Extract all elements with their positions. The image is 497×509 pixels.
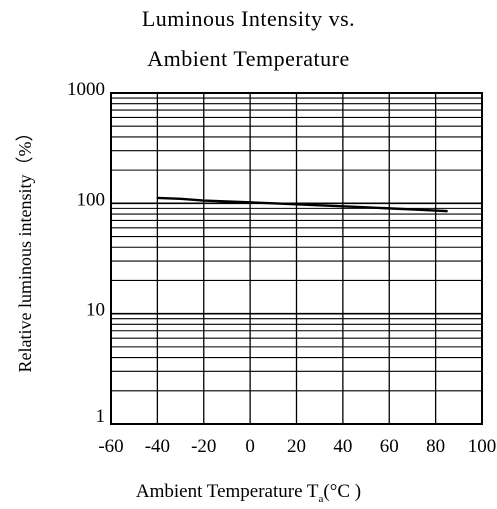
chart-title-line-1: Luminous Intensity vs. — [141, 6, 356, 31]
y-tick-labels: 1 10 100 1000 — [67, 79, 105, 427]
y-tick-label: 1000 — [67, 79, 105, 100]
series-point — [156, 197, 159, 199]
series-point — [249, 201, 251, 204]
x-tick-label: 100 — [468, 436, 497, 457]
x-axis-label-subscript: a — [318, 492, 324, 505]
y-tick-label: 10 — [86, 300, 105, 321]
x-axis-label: Ambient Temperature Ta(°C ) — [0, 481, 497, 505]
y-tick-label: 1 — [96, 406, 106, 427]
series-point — [388, 207, 391, 210]
plot-border — [110, 92, 483, 425]
plot-frame — [110, 92, 483, 425]
series-point — [342, 205, 344, 208]
series-point — [318, 204, 321, 207]
x-tick-label: 80 — [426, 436, 445, 457]
series-point — [434, 209, 437, 212]
x-tick-label: -60 — [98, 436, 123, 457]
series-point — [411, 208, 414, 211]
x-tick-label: 60 — [380, 436, 399, 457]
x-tick-label: -20 — [191, 436, 216, 457]
series-point — [179, 197, 182, 200]
series-group — [156, 196, 449, 213]
series-point — [272, 202, 275, 205]
x-tick-label: 0 — [245, 436, 255, 457]
series-line — [157, 196, 448, 213]
x-tick-label: -40 — [145, 436, 170, 457]
x-tick-label: 40 — [333, 436, 352, 457]
series-point — [226, 200, 228, 203]
x-tick-labels: -60 -40 -20 0 20 40 60 80 100 — [98, 436, 496, 457]
chart-title-line-2: Ambient Temperature — [147, 46, 350, 71]
series-point — [295, 203, 298, 206]
x-axis-label-unit: (°C ) — [323, 481, 362, 502]
series-point — [365, 206, 367, 209]
y-tick-label: 100 — [77, 189, 106, 210]
series-point — [446, 210, 449, 212]
x-tick-label: 20 — [287, 436, 306, 457]
grid-lines — [110, 93, 483, 425]
series-point — [202, 199, 205, 202]
x-axis-label-main: Ambient Temperature T — [135, 481, 319, 502]
